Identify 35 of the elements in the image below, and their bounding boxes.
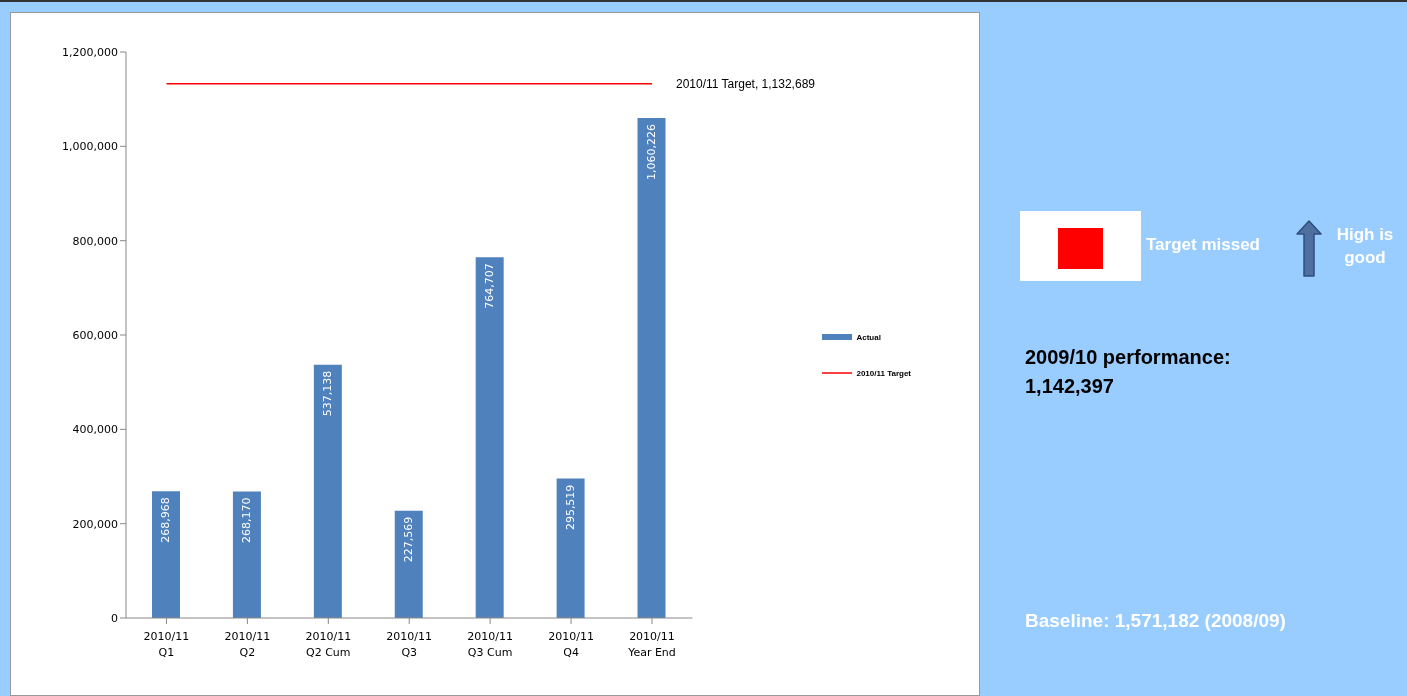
data-label: 227,569 [402, 516, 416, 563]
data-label: 295,519 [564, 484, 578, 531]
bar [232, 491, 261, 618]
data-label: 537,138 [321, 370, 335, 417]
bar [152, 491, 180, 618]
x-tick-label: 2010/11 Q3 Cum [467, 630, 513, 659]
data-label: 268,968 [159, 497, 173, 543]
text: 2009/10 performance: 1,142,397 [1025, 345, 1232, 399]
y-tick-label: 200,000 [72, 517, 118, 531]
bar [556, 478, 585, 618]
y-tick-label: 800,000 [72, 234, 118, 248]
bar [637, 117, 666, 618]
annotation: 2010/11 Target, 1,132,689 [675, 77, 816, 92]
text: High is good [1335, 224, 1395, 269]
x-tick-label: 2010/11 Q2 Cum [305, 630, 352, 659]
bar [475, 257, 504, 618]
y-tick-label: 400,000 [72, 423, 118, 437]
data-label: 1,060,226 [645, 123, 659, 180]
text: Baseline: 1,571,182 (2008/09) [1025, 610, 1286, 632]
text: Target missed [1146, 235, 1261, 255]
x-tick-label: 2010/11 Year End [627, 630, 676, 659]
bar [394, 510, 423, 618]
legend-label: 2010/11 Target [856, 368, 911, 378]
y-tick-label: 1,000,000 [62, 140, 118, 154]
legend-label: Actual [856, 332, 881, 342]
y-tick-label: 1,200,000 [62, 45, 118, 59]
x-tick-label: 2010/11 Q1 [143, 630, 190, 659]
data-label: 268,170 [240, 497, 254, 544]
y-tick-label: 600,000 [72, 328, 118, 342]
x-tick-label: 2010/11 Q4 [548, 630, 594, 659]
x-tick-label: 2010/11 Q3 [386, 630, 433, 659]
bar [313, 364, 342, 618]
y-tick-label: 0 [111, 611, 118, 625]
data-label: 764,707 [483, 263, 497, 309]
x-tick-label: 2010/11 Q2 [224, 630, 271, 659]
